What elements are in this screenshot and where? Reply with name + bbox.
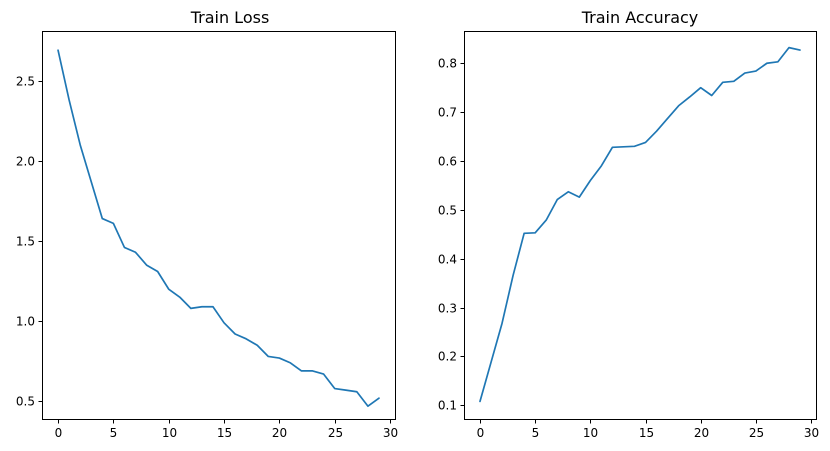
- train-loss-y-tick-label: 0.5: [16, 395, 35, 409]
- train-loss-y-tick-label: 1.0: [16, 315, 35, 329]
- train-accuracy-x-tick-label: 10: [583, 426, 598, 440]
- train-loss-panel: Train Loss 0 5 10 15 20 25 30 0.5 1.0 1.5 2.0 2.5: [16, 8, 398, 440]
- train-accuracy-panel: Train Accuracy 0 5 10 15 20 25 30 0.1 0.2 0.3 0.4 0…: [438, 8, 819, 440]
- train-loss-axes-frame: [42, 31, 396, 420]
- train-accuracy-x-tick-label: 5: [532, 426, 540, 440]
- train-loss-title: Train Loss: [190, 8, 270, 27]
- train-loss-x-tick-label: 0: [55, 426, 63, 440]
- train-loss-y-tick-label: 1.5: [16, 235, 35, 249]
- train-accuracy-y-tick-label: 0.3: [438, 302, 457, 316]
- train-accuracy-x-tick-label: 0: [477, 426, 485, 440]
- train-loss-x-tick-label: 10: [162, 426, 177, 440]
- train-accuracy-y-tick-label: 0.4: [438, 253, 457, 267]
- train-accuracy-series-line: [479, 46, 801, 403]
- train-loss-series-line: [57, 49, 380, 408]
- train-accuracy-y-tick-label: 0.6: [438, 155, 457, 169]
- train-accuracy-y-tick-label: 0.8: [438, 57, 457, 71]
- train-accuracy-x-tick-label: 20: [694, 426, 709, 440]
- train-accuracy-x-tick-label: 30: [804, 426, 819, 440]
- train-accuracy-axes-frame: [464, 31, 817, 420]
- train-accuracy-x-tick-label: 25: [749, 426, 764, 440]
- train-accuracy-title: Train Accuracy: [581, 8, 699, 27]
- train-accuracy-y-tick-label: 0.2: [438, 350, 457, 364]
- train-loss-x-tick-label: 25: [328, 426, 343, 440]
- train-accuracy-y-tick-label: 0.5: [438, 204, 457, 218]
- train-loss-x-tick-label: 15: [217, 426, 232, 440]
- train-loss-x-tick-label: 20: [272, 426, 287, 440]
- train-loss-y-tick-label: 2.5: [16, 75, 35, 89]
- train-loss-x-tick-label: 30: [383, 426, 398, 440]
- train-accuracy-x-tick-label: 15: [639, 426, 654, 440]
- train-accuracy-y-tick-label: 0.7: [438, 106, 457, 120]
- train-loss-y-tick-label: 2.0: [16, 155, 35, 169]
- train-loss-x-tick-label: 5: [110, 426, 118, 440]
- train-accuracy-y-tick-label: 0.1: [438, 399, 457, 413]
